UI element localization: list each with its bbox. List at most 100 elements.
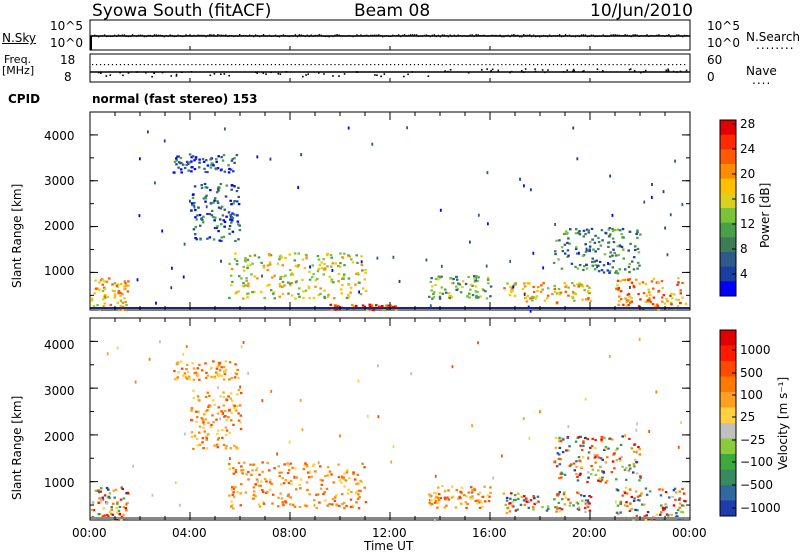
echo-cell-power bbox=[448, 295, 451, 298]
echo-cell-velocity bbox=[579, 472, 582, 475]
echo-cell-velocity bbox=[464, 501, 468, 504]
echo-cell-power bbox=[577, 231, 580, 235]
echo-cell-velocity bbox=[308, 493, 311, 496]
echo-cell-power bbox=[349, 291, 352, 294]
echo-cell-velocity bbox=[635, 514, 639, 518]
freq-scatter-point bbox=[642, 71, 645, 73]
nave-point bbox=[338, 64, 340, 66]
echo-cell-velocity bbox=[216, 446, 220, 449]
echo-cell-velocity bbox=[554, 446, 558, 449]
nsky-point bbox=[318, 34, 320, 36]
echo-cell-power bbox=[638, 264, 641, 267]
echo-cell-velocity bbox=[478, 506, 482, 509]
freq-scatter-point bbox=[213, 72, 216, 75]
nave-point bbox=[235, 64, 237, 66]
echo-cell-velocity bbox=[186, 370, 190, 374]
echo-cell-velocity bbox=[672, 489, 676, 492]
echo-cell-power bbox=[602, 264, 606, 267]
nave-point bbox=[529, 64, 531, 66]
nsky-point bbox=[590, 34, 593, 36]
echo-cell-power bbox=[173, 160, 177, 163]
sparse-echo-power bbox=[439, 208, 442, 212]
echo-cell-power bbox=[208, 212, 212, 216]
nsky-point bbox=[282, 34, 285, 36]
echo-cell-power bbox=[194, 233, 197, 236]
echo-cell-power bbox=[458, 283, 462, 286]
nave-point bbox=[374, 64, 376, 66]
echo-cell-power bbox=[553, 284, 556, 288]
echo-cell-power bbox=[672, 293, 676, 296]
echo-cell-power bbox=[594, 263, 597, 267]
echo-cell-velocity bbox=[430, 502, 434, 506]
echo-cell-velocity bbox=[258, 473, 261, 476]
echo-cell-power bbox=[434, 283, 437, 287]
echo-cell-power bbox=[228, 232, 231, 235]
echo-cell-velocity bbox=[358, 489, 361, 493]
freq-scatter-point bbox=[305, 74, 307, 76]
echo-cell-power bbox=[102, 305, 105, 308]
echo-cell-power bbox=[570, 262, 574, 265]
echo-cell-velocity bbox=[558, 476, 561, 480]
echo-cell-velocity bbox=[261, 461, 264, 464]
echo-cell-velocity bbox=[190, 407, 194, 410]
echo-cell-velocity bbox=[196, 395, 200, 398]
echo-cell-velocity bbox=[286, 471, 290, 475]
echo-cell-velocity bbox=[619, 511, 622, 514]
echo-cell-velocity bbox=[120, 518, 123, 521]
echo-cell-velocity bbox=[254, 494, 257, 498]
echo-cell-velocity bbox=[239, 391, 243, 395]
echo-cell-velocity bbox=[261, 470, 264, 473]
nave-point bbox=[405, 64, 408, 66]
sparse-echo-velocity bbox=[636, 422, 638, 426]
echo-cell-velocity bbox=[113, 496, 116, 499]
echo-cell-velocity bbox=[471, 489, 474, 492]
echo-cell-velocity bbox=[237, 419, 241, 422]
echo-cell-velocity bbox=[236, 447, 240, 450]
echo-cell-velocity bbox=[459, 502, 463, 505]
echo-cell-velocity bbox=[455, 488, 459, 492]
echo-cell-power bbox=[322, 273, 326, 276]
echo-cell-power bbox=[532, 285, 535, 289]
colorbar-tick-label-power: 20 bbox=[740, 167, 755, 181]
echo-cell-velocity bbox=[674, 498, 677, 501]
echo-cell-power bbox=[474, 285, 478, 288]
echo-cell-velocity bbox=[200, 417, 203, 420]
nsky-point bbox=[433, 34, 436, 36]
echo-cell-power bbox=[93, 292, 96, 295]
echo-cell-power bbox=[100, 278, 104, 281]
echo-cell-power bbox=[620, 236, 624, 239]
echo-cell-velocity bbox=[122, 513, 125, 516]
echo-cell-velocity bbox=[236, 490, 239, 494]
echo-cell-power bbox=[615, 270, 618, 273]
echo-cell-power bbox=[395, 308, 398, 311]
echo-cell-power bbox=[181, 163, 185, 166]
nave-point bbox=[417, 64, 420, 66]
echo-cell-velocity bbox=[582, 444, 585, 448]
echo-cell-power bbox=[432, 296, 436, 299]
echo-cell-power bbox=[308, 270, 311, 273]
nsky-point bbox=[298, 34, 301, 36]
echo-cell-velocity bbox=[230, 505, 233, 508]
echo-cell-power bbox=[639, 233, 642, 236]
echo-cell-velocity bbox=[213, 376, 217, 379]
echo-cell-power bbox=[620, 233, 623, 236]
echo-cell-power bbox=[441, 292, 445, 295]
echo-cell-velocity bbox=[556, 457, 560, 461]
echo-cell-velocity bbox=[345, 504, 348, 508]
echo-cell-velocity bbox=[244, 491, 248, 494]
echo-cell-power bbox=[484, 290, 487, 293]
echo-cell-velocity bbox=[597, 456, 601, 459]
nave-point bbox=[294, 64, 296, 66]
echo-cell-velocity bbox=[117, 509, 121, 513]
echo-cell-velocity bbox=[470, 491, 474, 494]
echo-cell-velocity bbox=[528, 500, 531, 503]
echo-cell-power bbox=[619, 290, 623, 293]
echo-cell-velocity bbox=[445, 504, 448, 507]
echo-cell-velocity bbox=[443, 496, 446, 499]
echo-cell-power bbox=[210, 163, 213, 167]
echo-cell-velocity bbox=[227, 462, 231, 466]
echo-cell-velocity bbox=[582, 442, 585, 445]
echo-cell-velocity bbox=[181, 374, 185, 377]
colorbar-swatch-velocity bbox=[720, 423, 736, 439]
xtick-5: 20:00 bbox=[572, 526, 607, 540]
